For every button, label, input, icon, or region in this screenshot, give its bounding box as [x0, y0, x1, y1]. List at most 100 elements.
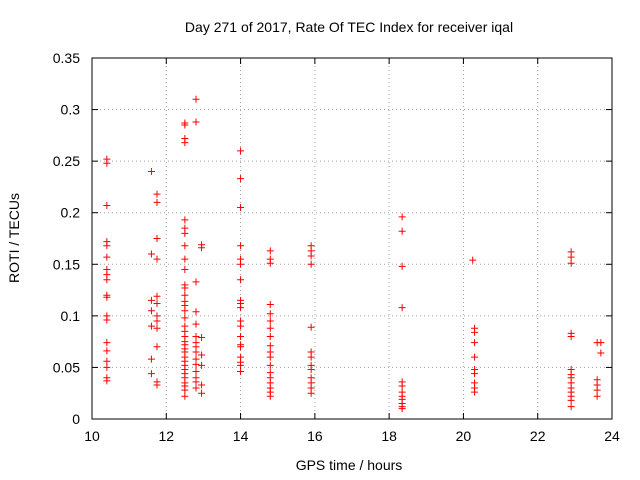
gridlines [92, 58, 612, 419]
y-tick-label: 0.1 [61, 308, 81, 324]
data-point [398, 382, 406, 390]
data-point [237, 304, 245, 312]
data-point [307, 365, 315, 373]
data-point [198, 381, 206, 389]
data-point [103, 316, 111, 324]
y-tick-label: 0.25 [53, 153, 80, 169]
data-point [237, 322, 245, 330]
data-point [266, 332, 274, 340]
data-point [567, 253, 575, 261]
x-tick-labels: 10 12 14 16 18 20 22 24 [84, 428, 620, 444]
data-point [192, 384, 200, 392]
data-point [103, 377, 111, 385]
data-point [237, 332, 245, 340]
x-tick-label: 24 [604, 428, 620, 444]
data-point [147, 167, 155, 175]
data-point [103, 242, 111, 250]
y-tick-label: 0.3 [61, 102, 81, 118]
data-point [103, 253, 111, 261]
data-point [181, 216, 189, 224]
data-point [103, 363, 111, 371]
data-point [471, 353, 479, 361]
data-point [147, 296, 155, 304]
data-point [237, 343, 245, 351]
data-point [567, 403, 575, 411]
x-tick-label: 16 [307, 428, 323, 444]
data-point [153, 255, 161, 263]
data-point [198, 351, 206, 359]
data-point [153, 343, 161, 351]
data-point [181, 314, 189, 322]
x-tick-label: 22 [530, 428, 546, 444]
data-point [198, 361, 206, 369]
data-point [198, 389, 206, 397]
data-point [153, 299, 161, 307]
data-points [103, 95, 605, 413]
data-point [181, 121, 189, 129]
data-point [192, 320, 200, 328]
data-point [181, 242, 189, 250]
data-point [266, 324, 274, 332]
data-point [307, 260, 315, 268]
data-point [103, 357, 111, 365]
data-point [103, 276, 111, 284]
x-axis-label: GPS time / hours [296, 457, 403, 473]
x-tick-label: 14 [233, 428, 249, 444]
data-point [147, 322, 155, 330]
data-point [181, 392, 189, 400]
data-point [593, 392, 601, 400]
y-tick-label: 0.05 [53, 359, 80, 375]
data-point [307, 252, 315, 260]
data-point [192, 118, 200, 126]
data-point [192, 360, 200, 368]
data-point [198, 244, 206, 252]
axis-ticks [91, 57, 613, 420]
data-point [153, 198, 161, 206]
data-point [181, 265, 189, 273]
data-point [181, 139, 189, 147]
data-point [266, 247, 274, 255]
data-point [266, 353, 274, 361]
data-point [567, 332, 575, 340]
data-point [181, 307, 189, 315]
data-point [266, 310, 274, 318]
data-point [147, 307, 155, 315]
data-point [237, 147, 245, 155]
data-point [266, 361, 274, 369]
data-point [398, 262, 406, 270]
data-point [153, 292, 161, 300]
data-point [153, 324, 161, 332]
data-point [198, 334, 206, 342]
data-point [266, 317, 274, 325]
data-point [398, 304, 406, 312]
data-point [103, 293, 111, 301]
data-point [237, 204, 245, 212]
data-point [192, 348, 200, 356]
data-point [237, 260, 245, 268]
data-point [237, 361, 245, 369]
data-point [567, 396, 575, 404]
data-point [192, 332, 200, 340]
data-point [471, 339, 479, 347]
y-tick-label: 0.2 [61, 205, 81, 221]
x-tick-label: 20 [456, 428, 472, 444]
data-point [597, 349, 605, 357]
data-point [471, 388, 479, 396]
x-tick-label: 12 [158, 428, 174, 444]
data-point [266, 301, 274, 309]
data-point [471, 370, 479, 378]
data-point [266, 392, 274, 400]
data-point [307, 353, 315, 361]
data-point [593, 386, 601, 394]
data-point [103, 201, 111, 209]
data-point [398, 405, 406, 413]
data-point [266, 342, 274, 350]
y-tick-label: 0.15 [53, 256, 80, 272]
x-tick-label: 10 [84, 428, 100, 444]
data-point [181, 229, 189, 237]
data-point [147, 355, 155, 363]
data-point [147, 370, 155, 378]
data-point [307, 323, 315, 331]
data-point [181, 284, 189, 292]
